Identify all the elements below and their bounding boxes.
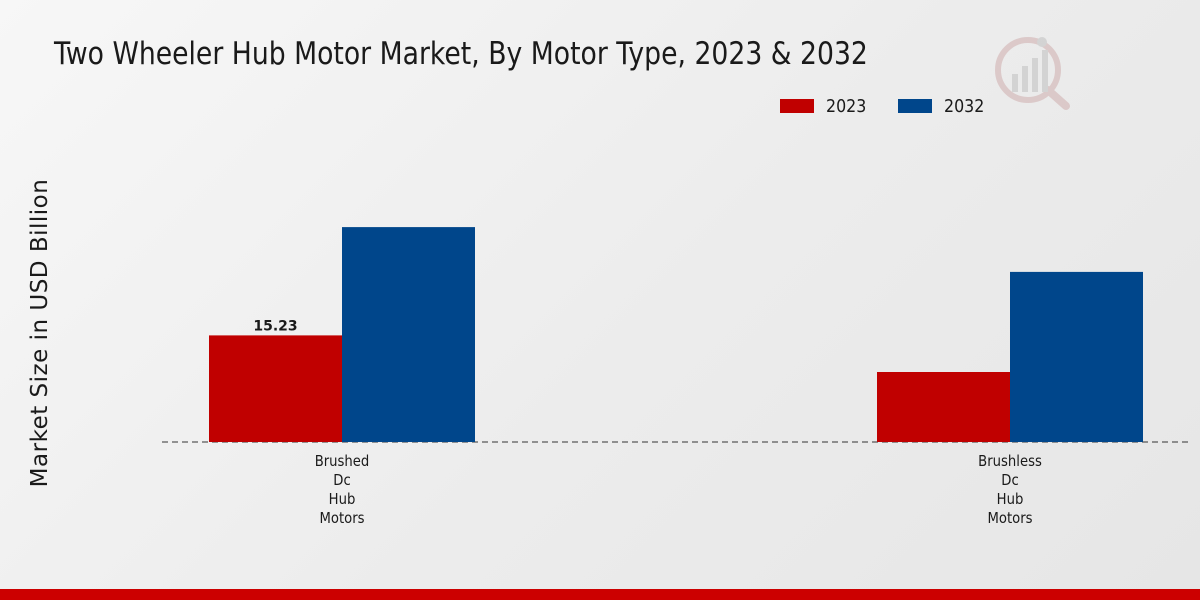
category-label-0: Brushed Dc Hub Motors [314,452,370,527]
legend-item-2032: 2032 [898,95,990,117]
legend-item-2023: 2023 [780,95,872,117]
watermark-logo-icon [995,37,1070,110]
legend-label-2032: 2032 [944,95,985,117]
bar-2023-1 [877,372,1010,442]
legend-swatch-2032 [898,99,932,113]
legend-swatch-2023 [780,99,814,113]
bottom-accent-bar [0,589,1200,600]
data-label-0: 15.23 [253,318,297,334]
bar-2023-0 [209,335,342,442]
chart-title: Two Wheeler Hub Motor Market, By Motor T… [54,36,868,72]
bar-2032-0 [342,227,475,442]
legend-label-2023: 2023 [826,95,867,117]
category-label-1: Brushless Dc Hub Motors [978,452,1042,527]
bar-2032-1 [1010,271,1143,442]
